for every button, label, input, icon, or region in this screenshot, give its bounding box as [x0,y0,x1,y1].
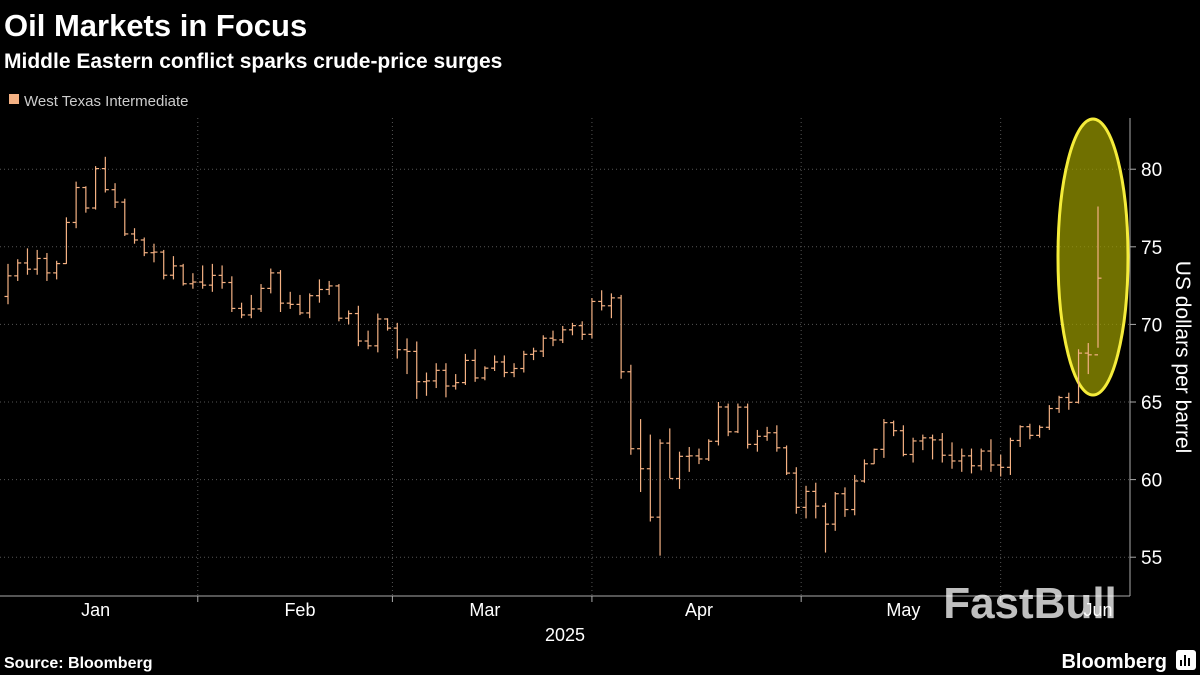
x-tick-label: Jun [1083,600,1112,620]
legend-label: West Texas Intermediate [24,93,189,110]
y-tick-label: 65 [1141,393,1162,414]
y-tick-label: 55 [1141,548,1162,569]
y-axis-label: US dollars per barrel [1171,261,1194,454]
x-tick-label: May [886,600,920,620]
y-tick-label: 60 [1141,471,1162,492]
y-tick-label: 75 [1141,238,1162,259]
watermark: FastBull [943,579,1117,628]
highlight-ellipse [1056,117,1130,397]
x-tick-label: Jan [81,600,110,620]
brand-icon [1176,650,1196,670]
x-tick-label: Mar [469,600,500,620]
chart-title: Oil Markets in Focus [4,8,307,43]
brand: Bloomberg [1061,651,1167,673]
x-tick-label: Apr [685,600,713,620]
legend-swatch [9,94,19,104]
x-tick-label: Feb [284,600,315,620]
x-axis-label: 2025 [545,625,585,645]
y-tick-label: 70 [1141,315,1162,336]
y-tick-label: 80 [1141,160,1162,181]
chart-subtitle: Middle Eastern conflict sparks crude-pri… [4,50,502,73]
source: Source: Bloomberg [4,655,152,672]
